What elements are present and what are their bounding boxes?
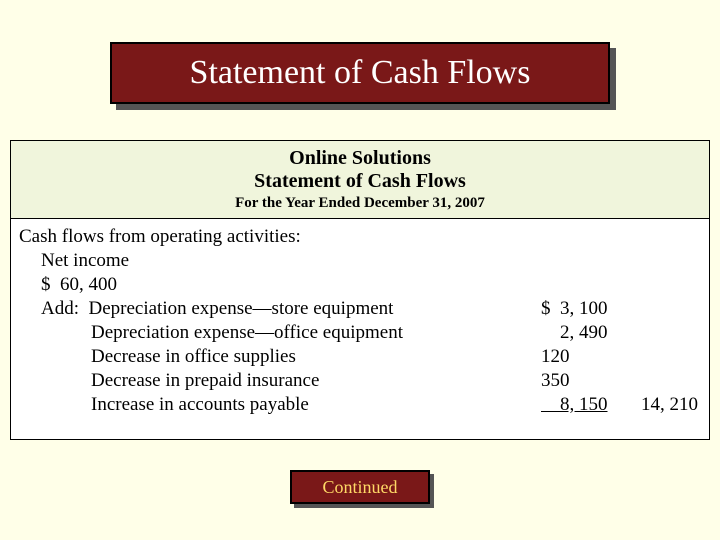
adjustments-subtotal: 14, 210: [641, 393, 711, 417]
continued-box: Continued: [290, 470, 430, 504]
inc-ap-amount: 8, 150: [541, 393, 631, 417]
company-name: Online Solutions: [11, 147, 709, 170]
add-prefix: Add:: [41, 298, 89, 319]
subtotal-column: 14, 210: [641, 225, 711, 417]
continued-container: Continued: [290, 470, 430, 504]
title-container: Statement of Cash Flows: [110, 42, 610, 104]
page-title: Statement of Cash Flows: [190, 54, 531, 92]
statement-period: For the Year Ended December 31, 2007: [11, 195, 709, 219]
title-box: Statement of Cash Flows: [110, 42, 610, 104]
statement-body: Cash flows from operating activities: Ne…: [11, 219, 709, 439]
dep-store-label: Depreciation expense—store equipment: [89, 298, 394, 319]
dep-office-amount: 2, 490: [541, 321, 631, 345]
statement-header: Online Solutions Statement of Cash Flows: [11, 141, 709, 195]
amount-column: $ 3, 100 2, 490 120 350 8, 150: [541, 225, 631, 417]
dec-prepaid-amount: 350: [541, 369, 631, 393]
statement-name: Statement of Cash Flows: [11, 170, 709, 193]
dep-store-amount: $ 3, 100: [541, 297, 631, 321]
statement-panel: Online Solutions Statement of Cash Flows…: [10, 140, 710, 440]
continued-label: Continued: [323, 477, 398, 498]
dec-supplies-amount: 120: [541, 345, 631, 369]
